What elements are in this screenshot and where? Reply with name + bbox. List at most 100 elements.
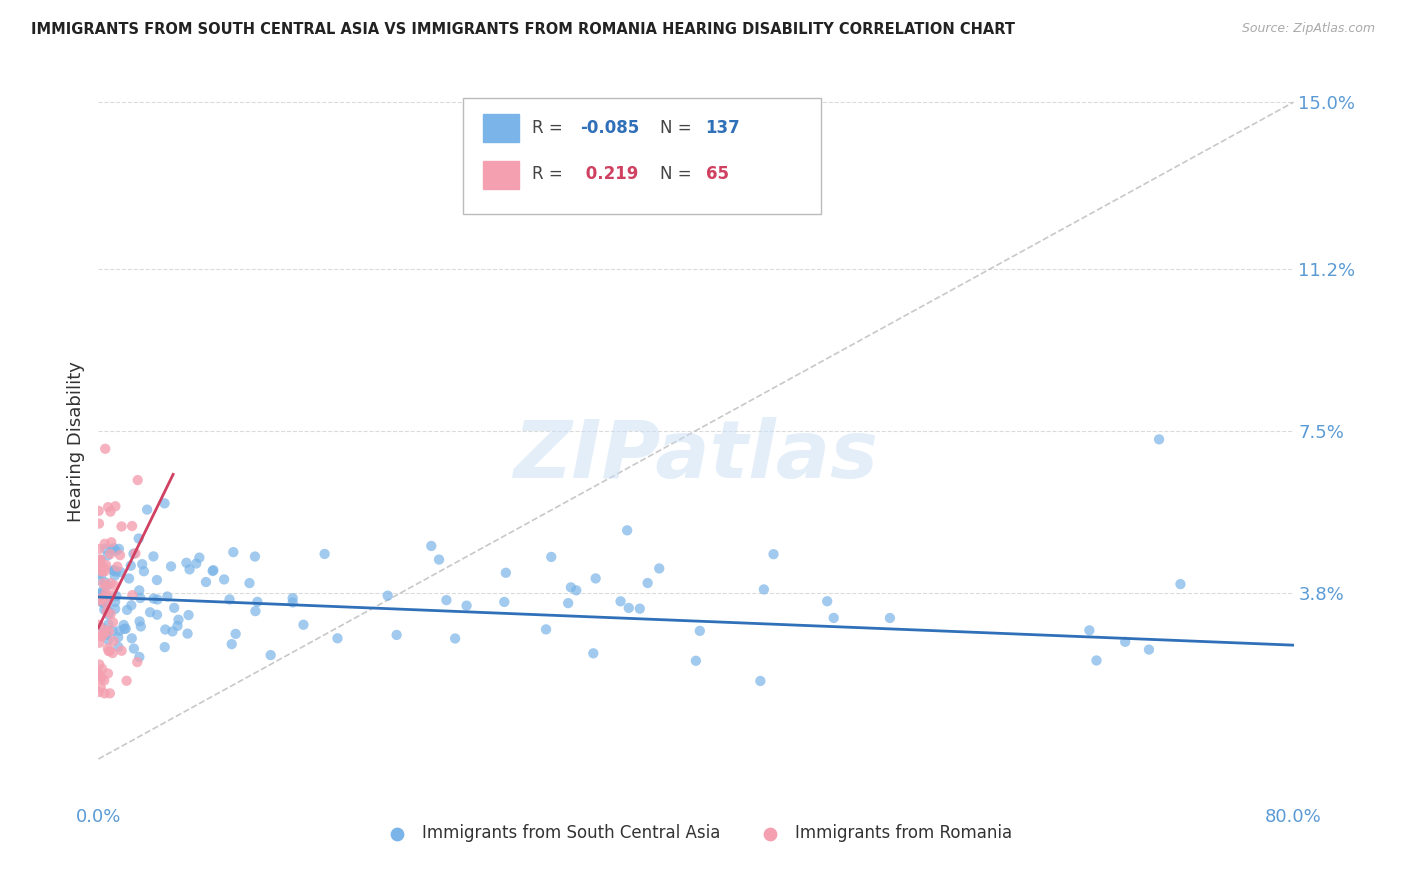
Point: [97, 641, 120, 656]
Point: [188, 550, 211, 565]
Point: [1170, 577, 1192, 591]
Point: [98, 686, 121, 700]
Point: [97, 500, 120, 515]
Point: [87, 618, 110, 632]
Point: [90, 586, 112, 600]
Point: [101, 624, 124, 638]
Point: [89, 636, 111, 650]
Point: [762, 547, 785, 561]
Point: [557, 596, 579, 610]
Point: [89, 628, 111, 642]
Point: [616, 524, 638, 538]
Point: [100, 535, 122, 549]
Point: [90, 567, 112, 582]
Point: [97, 666, 120, 681]
Point: [96, 578, 118, 592]
Point: [105, 589, 128, 603]
Point: [87, 555, 110, 569]
Point: [146, 607, 169, 622]
Point: [243, 549, 266, 564]
Point: [110, 565, 132, 579]
Point: [377, 589, 399, 603]
Point: [823, 611, 845, 625]
Point: [142, 549, 165, 564]
Point: [127, 473, 149, 487]
Point: [186, 557, 208, 571]
Point: [97, 607, 120, 622]
Point: [436, 593, 458, 607]
Point: [91, 584, 114, 599]
Point: [121, 632, 143, 646]
Text: R =: R =: [533, 119, 568, 137]
Point: [93, 591, 115, 606]
Point: [104, 595, 127, 609]
Point: [128, 649, 150, 664]
Point: [245, 604, 267, 618]
Point: [163, 600, 186, 615]
Point: [87, 557, 110, 571]
Text: -0.085: -0.085: [581, 119, 640, 137]
Point: [103, 563, 125, 577]
Point: [87, 559, 110, 574]
Point: [246, 595, 269, 609]
Point: [90, 681, 112, 695]
Point: [100, 607, 122, 621]
Point: [93, 560, 115, 574]
Point: [111, 644, 134, 658]
Point: [103, 578, 125, 592]
Point: [90, 630, 112, 644]
Point: [112, 622, 135, 636]
Text: N =: N =: [661, 165, 697, 183]
Point: [104, 500, 127, 514]
Point: [120, 599, 142, 613]
Point: [98, 605, 121, 619]
Text: Source: ZipAtlas.com: Source: ZipAtlas.com: [1241, 22, 1375, 36]
Point: [96, 591, 118, 605]
Point: [96, 604, 118, 618]
Point: [89, 553, 111, 567]
Point: [91, 565, 114, 579]
Point: [94, 442, 117, 456]
Point: [103, 541, 125, 556]
Point: [87, 504, 110, 518]
Point: [90, 591, 112, 606]
Point: [162, 624, 184, 639]
Point: [201, 564, 224, 578]
Point: [427, 552, 450, 566]
Point: [212, 573, 235, 587]
Point: [1085, 653, 1108, 667]
Point: [94, 541, 117, 556]
Point: [89, 574, 111, 588]
Point: [97, 617, 120, 632]
Point: [292, 617, 315, 632]
Point: [103, 564, 125, 578]
Point: [94, 579, 117, 593]
Point: [87, 666, 110, 681]
Y-axis label: Hearing Disability: Hearing Disability: [66, 361, 84, 522]
Point: [104, 602, 127, 616]
Point: [879, 611, 901, 625]
Point: [176, 626, 198, 640]
Point: [101, 646, 124, 660]
Text: 0.219: 0.219: [581, 165, 638, 183]
Point: [101, 615, 124, 630]
Point: [118, 572, 141, 586]
Point: [104, 568, 127, 582]
Point: [87, 685, 110, 699]
Point: [94, 558, 117, 572]
Point: [385, 628, 408, 642]
Point: [98, 547, 121, 561]
Point: [96, 596, 118, 610]
Point: [202, 563, 225, 577]
Point: [105, 559, 128, 574]
Point: [132, 564, 155, 578]
Point: [94, 575, 117, 590]
Point: [93, 673, 115, 688]
Point: [153, 640, 176, 654]
Point: [128, 532, 150, 546]
Point: [326, 632, 349, 646]
Point: [101, 542, 124, 557]
Point: [93, 686, 115, 700]
Point: [105, 565, 128, 579]
Point: [127, 655, 149, 669]
